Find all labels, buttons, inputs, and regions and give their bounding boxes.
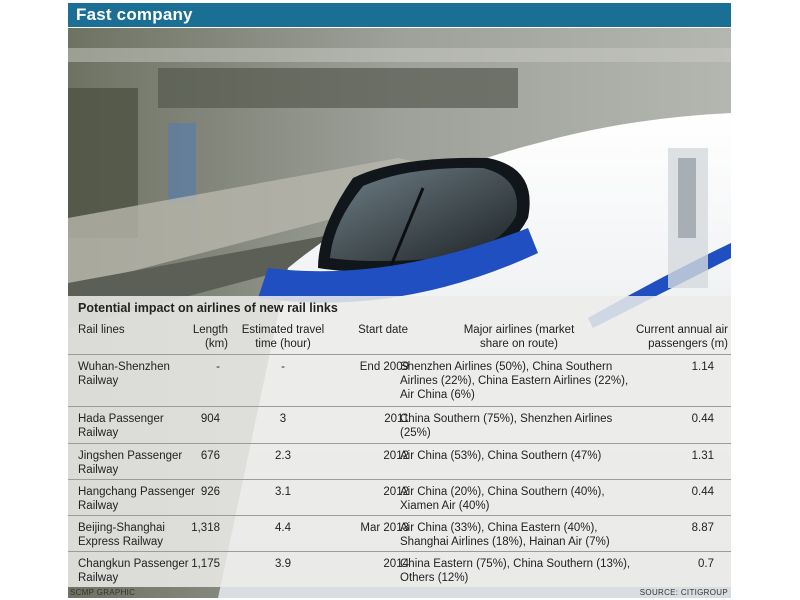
start-date-value: 2014 bbox=[383, 558, 409, 570]
start-date-value: Mar 2013 bbox=[360, 522, 409, 534]
start-date-value: End 2009 bbox=[359, 361, 409, 373]
table-row: Jingshen Passenger Railway 676 2.3 2012 … bbox=[68, 443, 731, 480]
column-header-rail-lines: Rail lines bbox=[78, 324, 125, 336]
column-header-passengers: Current annual air passengers (m) bbox=[635, 324, 728, 350]
passengers-value: 0.7 bbox=[698, 558, 714, 570]
passengers-value: 0.44 bbox=[691, 486, 714, 498]
passengers-value: 1.14 bbox=[691, 361, 714, 373]
airlines-value: China Southern (75%), Shenzhen Airlines … bbox=[400, 413, 613, 439]
table-row: Beijing-Shanghai Express Railway 1,318 4… bbox=[68, 515, 731, 552]
length-value: 1,175 bbox=[191, 558, 220, 570]
length-value: 904 bbox=[200, 413, 220, 425]
passengers-value: 1.31 bbox=[691, 450, 714, 462]
travel-time-value: 3.1 bbox=[275, 486, 291, 498]
start-date-value: 2011 bbox=[384, 413, 409, 425]
travel-time-value: - bbox=[281, 361, 285, 373]
airlines-value: Air China (53%), China Southern (47%) bbox=[400, 450, 602, 462]
travel-time-value: 4.4 bbox=[275, 522, 291, 534]
rail-line-name: Hangchang Passenger Railway bbox=[78, 486, 195, 512]
airlines-value: Air China (20%), China Southern (40%), X… bbox=[400, 486, 605, 512]
rail-line-name: Beijing-Shanghai Express Railway bbox=[78, 522, 165, 548]
length-value: 676 bbox=[200, 450, 220, 462]
rail-line-name: Hada Passenger Railway bbox=[78, 413, 164, 439]
header-bar: Fast company bbox=[68, 3, 731, 27]
rail-line-name: Changkun Passenger Railway bbox=[78, 558, 189, 584]
passengers-value: 8.87 bbox=[691, 522, 714, 534]
table-row: Wuhan-Shenzhen Railway - - End 2009 Shen… bbox=[68, 354, 731, 407]
source-note: SOURCE: CITIGROUP bbox=[639, 588, 728, 597]
travel-time-value: 3.9 bbox=[275, 558, 291, 570]
column-header-length: Length (km) bbox=[192, 324, 228, 350]
rail-line-name: Wuhan-Shenzhen Railway bbox=[78, 361, 170, 387]
table-row: Hada Passenger Railway 904 3 2011 China … bbox=[68, 406, 731, 444]
passengers-value: 0.44 bbox=[691, 413, 714, 425]
column-header-travel-time: Estimated travel time (hour) bbox=[241, 324, 325, 350]
graphic-credit: SCMP GRAPHIC bbox=[70, 588, 136, 597]
travel-time-value: 2.3 bbox=[275, 450, 291, 462]
column-header-start-date: Start date bbox=[358, 324, 408, 336]
table-row: Hangchang Passenger Railway 926 3.1 2012… bbox=[68, 479, 731, 516]
length-value: 926 bbox=[200, 486, 220, 498]
table-row: Changkun Passenger Railway 1,175 3.9 201… bbox=[68, 551, 731, 588]
airlines-value: China Eastern (75%), China Southern (13%… bbox=[400, 558, 631, 584]
airlines-value: Shenzhen Airlines (50%), China Southern … bbox=[400, 361, 629, 401]
length-value: 1,318 bbox=[191, 522, 220, 534]
start-date-value: 2012 bbox=[383, 450, 409, 462]
table-title: Potential impact on airlines of new rail… bbox=[78, 301, 338, 315]
start-date-value: 2012 bbox=[383, 486, 409, 498]
travel-time-value: 3 bbox=[279, 413, 287, 425]
airlines-value: Air China (33%), China Eastern (40%), Sh… bbox=[400, 522, 610, 548]
page-title: Fast company bbox=[76, 5, 193, 24]
rail-links-table: Potential impact on airlines of new rail… bbox=[68, 296, 731, 587]
column-header-airlines: Major airlines (market share on route) bbox=[463, 324, 575, 350]
length-value: - bbox=[216, 361, 220, 373]
rail-line-name: Jingshen Passenger Railway bbox=[78, 450, 183, 476]
